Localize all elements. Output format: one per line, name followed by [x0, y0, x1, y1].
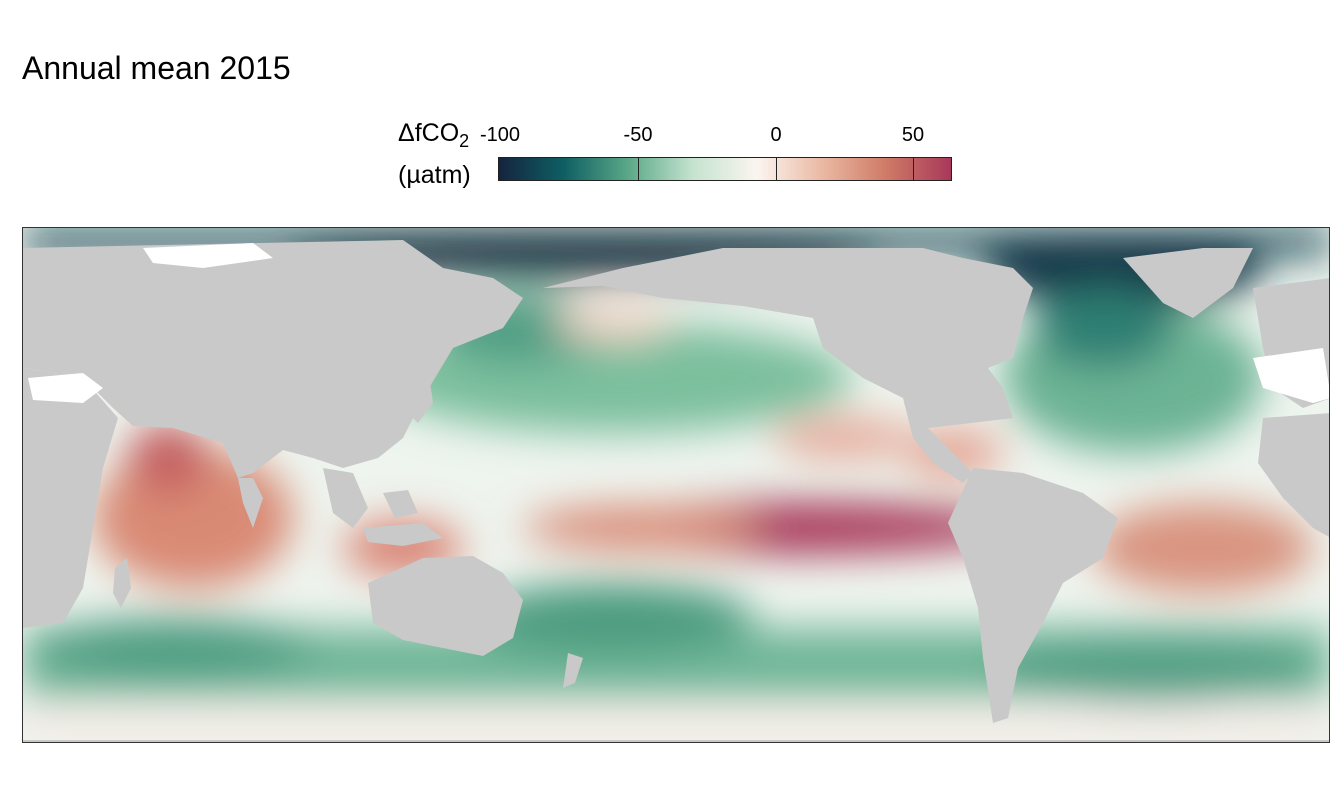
north-america — [543, 248, 1033, 428]
indochina — [323, 468, 368, 528]
borneo — [383, 490, 418, 518]
eurasia — [23, 240, 523, 478]
colorbar-tick-label: -50 — [623, 124, 653, 146]
map-title: Annual mean 2015 — [22, 50, 291, 86]
colorbar — [498, 157, 952, 181]
colorbar-tick — [638, 158, 639, 180]
west-africa — [1258, 413, 1329, 537]
south-america — [948, 468, 1118, 723]
colorbar-tick-label: 50 — [901, 124, 925, 146]
new-zealand — [563, 653, 583, 688]
legend-variable: ΔfCO — [398, 119, 460, 147]
india — [238, 478, 263, 528]
no-data-areas — [28, 243, 1329, 403]
madagascar — [113, 558, 131, 608]
indonesia — [363, 523, 443, 546]
colorbar-tick — [776, 158, 777, 180]
colorbar-tick-label: 0 — [770, 124, 782, 146]
world-map — [22, 227, 1330, 743]
colorbar-tick — [913, 158, 914, 180]
legend-variable-subscript: 2 — [459, 131, 470, 151]
legend-unit: (µatm) — [398, 161, 471, 189]
australia — [368, 556, 523, 656]
japan — [408, 368, 433, 423]
africa — [23, 368, 118, 628]
central-america — [903, 398, 973, 483]
colorbar-tick-label: -100 — [479, 124, 521, 146]
land-masses — [23, 240, 1329, 742]
map-canvas — [23, 228, 1329, 742]
ocean-field — [23, 228, 1329, 742]
legend-title: ΔfCO2 (µatm) — [398, 116, 471, 192]
antarctica — [23, 740, 1329, 742]
greenland — [1123, 248, 1253, 318]
